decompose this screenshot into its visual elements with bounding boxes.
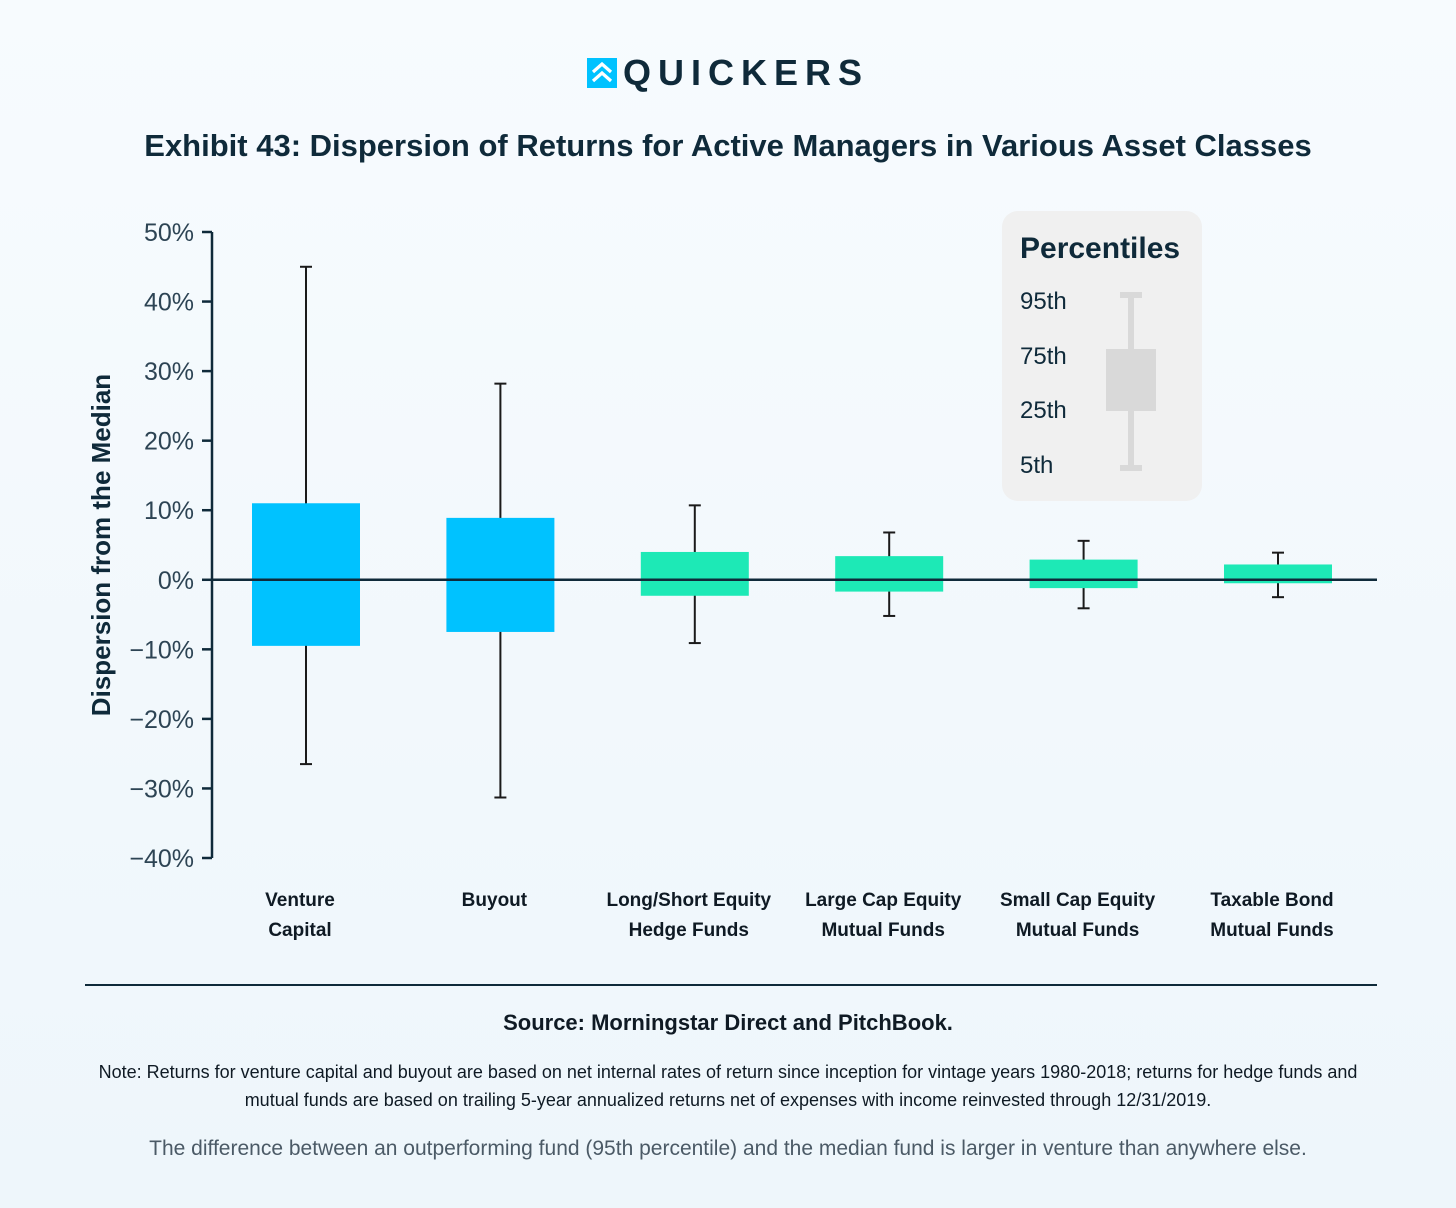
quickers-chevron-logo-icon [586, 58, 617, 88]
category-label: Small Cap Equity [1000, 890, 1156, 911]
legend-label: 95th [1020, 288, 1067, 315]
category-label: Venture [265, 890, 335, 911]
category-label: Long/Short Equity [606, 890, 771, 911]
caption-text: The difference between an outperforming … [149, 1137, 1307, 1160]
y-tick-label: 40% [144, 289, 194, 317]
percentile-box [835, 556, 944, 592]
brand-header: QUICKERS [0, 52, 1456, 94]
legend-title: Percentiles [1020, 232, 1180, 265]
y-tick-label: 30% [144, 358, 194, 386]
legend-panel [1002, 211, 1202, 501]
category-label: Taxable Bond [1210, 890, 1333, 911]
legend-label: 5th [1020, 452, 1053, 479]
axes-group: 50% 40% 30% 20% 10% 0% −10% −20% −30% −40% Dispers… [86, 219, 214, 873]
category-label: Large Cap Equity [805, 890, 962, 911]
y-tick-label: 50% [144, 219, 194, 247]
box-plot-chart: 50% 40% 30% 20% 10% 0% −10% −20% −30% −40% Dispers… [86, 211, 1377, 941]
boxes-group: Venture Capital Buyout Long/Short Equity Hed… [212, 265, 1377, 941]
y-tick-label: 10% [144, 497, 194, 525]
category-label: Mutual Funds [1016, 920, 1139, 941]
legend-label: 25th [1020, 397, 1067, 424]
category-label: Buyout [462, 890, 528, 911]
percentile-box [446, 517, 555, 632]
y-tick-label: −40% [129, 845, 194, 873]
category-label: Mutual Funds [821, 920, 944, 941]
chart-title: Exhibit 43: Dispersion of Returns for Ac… [144, 128, 1312, 163]
percentile-box [1029, 559, 1138, 589]
y-tick-label: −10% [129, 636, 194, 664]
note-text: Note: Returns for venture capital and bu… [98, 1062, 1358, 1110]
category-label: Capital [268, 920, 331, 941]
y-tick-label: −20% [129, 706, 194, 734]
category-label: Mutual Funds [1210, 920, 1333, 941]
y-tick-label: 20% [144, 428, 194, 456]
y-axis-title: Dispersion from the Median [86, 374, 116, 716]
divider-rule [85, 984, 1377, 986]
legend-box [1106, 349, 1156, 411]
percentile-box [252, 503, 360, 646]
y-tick-label: 0% [158, 567, 194, 595]
percentile-box [640, 551, 749, 596]
legend-label: 75th [1020, 343, 1067, 370]
source-text: Source: Morningstar Direct and PitchBook… [503, 1010, 953, 1035]
legend: Percentiles 95th 75th 25th 5th [1002, 211, 1202, 501]
y-tick-label: −30% [129, 775, 194, 803]
category-label: Hedge Funds [629, 920, 749, 941]
brand-name: QUICKERS [622, 52, 870, 93]
